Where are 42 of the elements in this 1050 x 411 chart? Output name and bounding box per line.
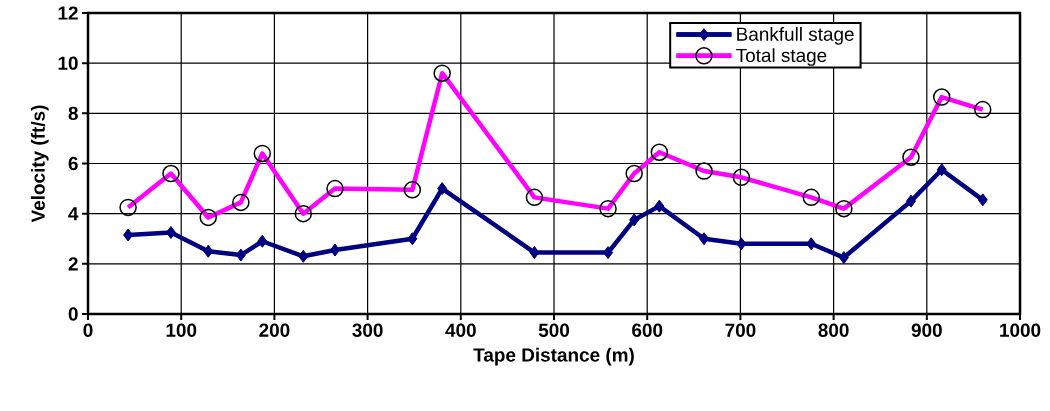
point <box>298 249 309 263</box>
point <box>936 163 947 177</box>
point <box>603 246 614 260</box>
point <box>123 228 134 242</box>
legend-label: Bankfull stage <box>737 27 854 45</box>
y-tick-label: 6 <box>68 156 78 171</box>
y-tick-label: 8 <box>68 106 78 121</box>
x-tick-label: 400 <box>445 323 476 337</box>
y-tick-label: 4 <box>68 207 79 221</box>
x-axis-title: Tape Distance (m) <box>473 347 634 366</box>
point <box>529 246 540 260</box>
legend-label: Total stage <box>736 48 827 66</box>
y-tick-label: 12 <box>58 6 78 20</box>
point <box>654 199 665 213</box>
point <box>838 251 849 265</box>
x-tick-label: 0 <box>83 323 93 337</box>
point <box>699 232 710 246</box>
point <box>806 237 817 251</box>
y-tick-label: 2 <box>68 257 78 271</box>
y-tick-label: 10 <box>58 56 78 70</box>
x-tick-label: 500 <box>538 323 570 337</box>
x-tick-label: 1000 <box>1000 323 1041 337</box>
point <box>736 237 747 251</box>
x-tick-label: 600 <box>632 323 663 337</box>
point <box>235 248 246 262</box>
y-tick-label: 0 <box>68 307 78 321</box>
x-tick-label: 700 <box>725 323 756 337</box>
x-tick-label: 800 <box>818 323 849 337</box>
x-tick-label: 300 <box>352 323 383 337</box>
point <box>437 182 448 196</box>
point <box>905 194 916 208</box>
point <box>329 243 340 257</box>
point <box>257 234 268 248</box>
x-tick-label: 100 <box>166 323 197 337</box>
x-tick-label: 200 <box>259 323 290 337</box>
point <box>203 244 214 258</box>
point <box>407 232 418 246</box>
point <box>629 213 640 227</box>
point <box>977 193 988 207</box>
y-axis-title: Velocity (ft/s) <box>30 105 49 223</box>
x-tick-label: 900 <box>911 323 942 337</box>
point <box>165 225 176 239</box>
